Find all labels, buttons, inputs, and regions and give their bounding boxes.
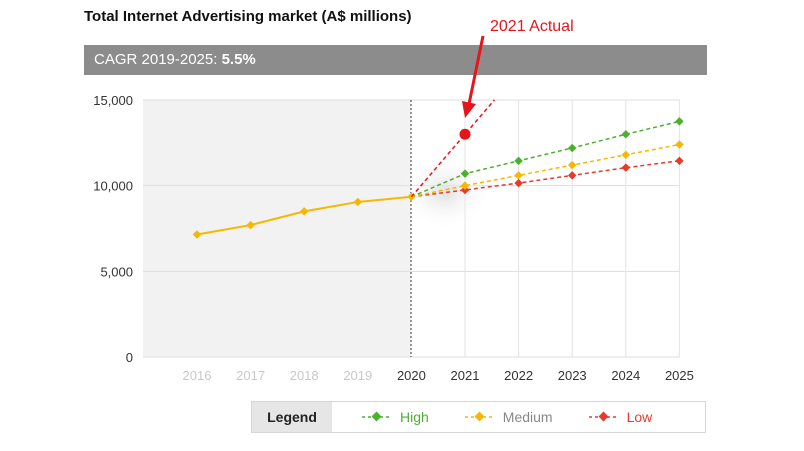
x-tick-label: 2022 [504,368,533,383]
legend-medium-label: Medium [502,409,553,425]
cagr-label: CAGR 2019-2025: [94,51,218,68]
data-point-low [675,156,684,166]
x-axis: 2016 2017 2018 2019 2020 2021 2022 2023 2024 2025 [183,368,694,383]
legend-high-label: High [400,409,429,425]
projection-glow [400,154,490,230]
data-point-high [675,117,684,126]
x-tick-label: 2023 [558,368,587,383]
legend: Legend High Medium Low [251,401,706,433]
data-point-historical [353,197,363,207]
data-point-historical [192,230,202,239]
series-line-high [411,120,680,198]
y-tick-label: 5,000 [100,264,133,279]
x-tick-label: 2016 [183,368,212,383]
legend-item-low[interactable]: Low [588,409,653,425]
series-line-medium [411,143,680,198]
data-point-medium [514,171,523,180]
data-point-high [621,130,631,139]
actual-2021-group [410,35,496,198]
annotation-label: 2021 Actual [490,18,574,35]
y-tick-label: 10,000 [93,179,133,194]
legend-item-medium[interactable]: Medium [464,409,553,425]
x-tick-label: 2021 [451,368,480,383]
actual-trend-line [410,99,496,198]
x-tick-label: 2020 [397,368,426,383]
x-tick-label: 2019 [343,368,372,383]
historical-shaded-region [143,100,411,357]
legend-title: Legend [252,402,332,432]
y-tick-label: 15,000 [93,93,133,108]
x-tick-label: 2024 [611,368,640,383]
data-point-medium [567,160,577,170]
data-point-low [567,171,577,180]
data-point-historical [299,207,309,216]
data-point-high [514,156,523,166]
data-point-high [567,143,577,153]
y-tick-label: 0 [126,350,133,365]
data-point-low [460,185,470,195]
series-line-low [411,160,680,198]
data-point-medium [460,181,470,190]
y-axis: 0 5,000 10,000 15,000 [93,93,133,365]
annotation-arrow-head [462,101,476,118]
legend-item-high[interactable]: High [362,409,429,425]
data-point-medium [621,150,631,160]
data-point-low [621,163,631,172]
legend-high-marker [362,411,392,422]
data-point-medium [675,140,684,149]
data-point-high [460,169,470,178]
legend-medium-marker [464,411,495,422]
x-tick-label: 2017 [236,368,265,383]
actual-2021-point [459,128,471,140]
legend-low-marker [588,411,619,422]
data-point-historical [246,220,255,230]
x-tick-label: 2025 [665,368,694,383]
legend-low-label: Low [626,409,653,425]
x-tick-label: 2018 [290,368,319,383]
cagr-value: 5.5% [221,51,256,68]
cagr-banner: CAGR 2019-2025: 5.5% [84,45,707,75]
annotation-arrow-shaft [467,35,485,105]
chart-title: Total Internet Advertising market (A$ mi… [84,8,412,25]
